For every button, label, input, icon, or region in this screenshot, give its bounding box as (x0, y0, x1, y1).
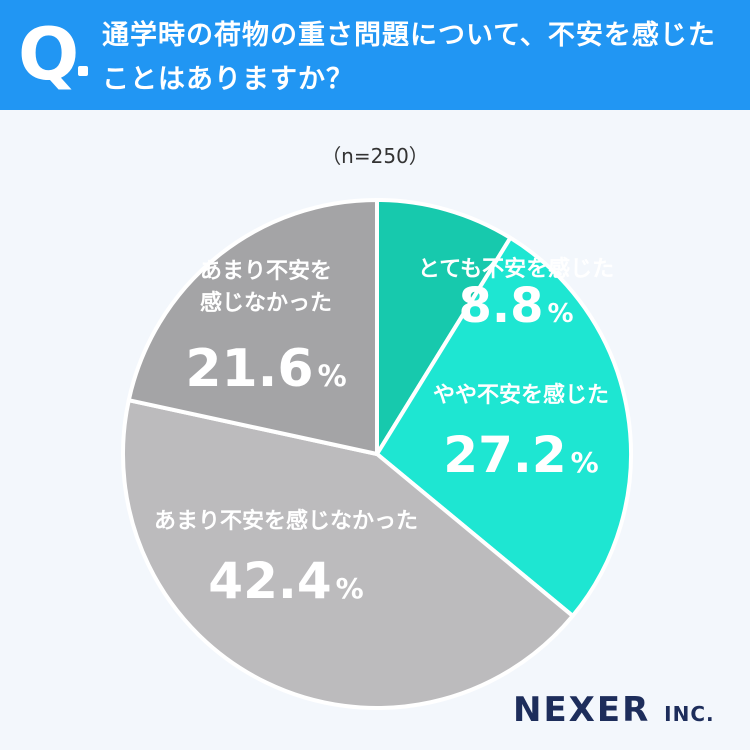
logo-name: NEXER (513, 690, 651, 730)
nexer-logo: NEXER INC. (513, 690, 715, 730)
slice-label-somewhat-anxious: やや不安を感じた (433, 382, 609, 408)
q-mark: Q (18, 12, 80, 96)
pie-slice-not-very-anxious-small (126, 198, 379, 456)
slice-label-not-very-anxious-small: 感じなかった (200, 290, 332, 316)
slice-label-very-anxious: とても不安を感じた (418, 256, 614, 282)
slice-label-not-very-anxious-small: あまり不安を (200, 258, 332, 284)
question-header: Q 通学時の荷物の重さ問題について、不安を感じたことはありますか？ (0, 0, 750, 110)
question-text: 通学時の荷物の重さ問題について、不安を感じたことはありますか？ (102, 20, 716, 95)
slice-value-not-very-anxious-large: 42.4% (208, 552, 363, 610)
slice-value-somewhat-anxious: 27.2% (443, 426, 598, 484)
pie-slice-not-very-anxious-large (120, 398, 575, 711)
q-dot (78, 66, 88, 76)
slice-label-not-very-anxious-large: あまり不安を感じなかった (154, 508, 418, 534)
logo-suffix: INC. (664, 702, 715, 726)
slice-value-not-very-anxious-small: 21.6% (185, 339, 346, 399)
pie-slice-very-anxious (375, 198, 513, 456)
sample-size: （n=250） (321, 144, 429, 168)
pie-slice-somewhat-anxious (375, 235, 633, 618)
slice-value-very-anxious: 8.8% (458, 278, 573, 334)
